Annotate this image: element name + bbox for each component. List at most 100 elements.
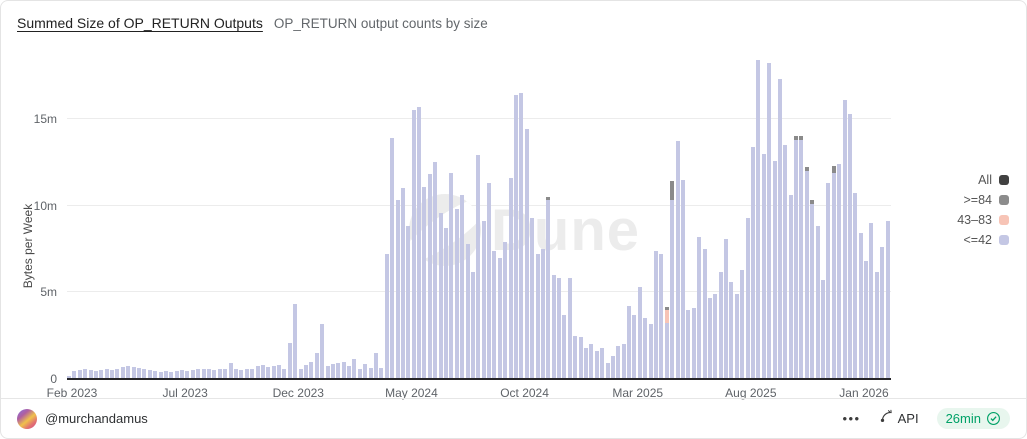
bar[interactable] bbox=[740, 269, 745, 379]
author-link[interactable]: @murchandamus bbox=[17, 408, 148, 429]
bar[interactable] bbox=[223, 368, 228, 379]
bar[interactable] bbox=[707, 297, 712, 379]
bar[interactable] bbox=[250, 368, 255, 379]
bar[interactable] bbox=[190, 370, 195, 379]
bar[interactable] bbox=[767, 63, 772, 379]
bar[interactable] bbox=[196, 369, 201, 379]
bar[interactable] bbox=[815, 226, 820, 379]
bar[interactable] bbox=[422, 186, 427, 379]
bar[interactable] bbox=[546, 196, 551, 379]
bar[interactable] bbox=[99, 370, 104, 379]
bar[interactable] bbox=[233, 369, 238, 379]
more-options-button[interactable]: ••• bbox=[842, 411, 861, 426]
bar[interactable] bbox=[406, 226, 411, 379]
bar[interactable] bbox=[497, 257, 502, 379]
bar[interactable] bbox=[557, 278, 562, 379]
bar[interactable] bbox=[357, 369, 362, 379]
bar[interactable] bbox=[336, 362, 341, 379]
legend-item--84[interactable]: >=84 bbox=[963, 190, 1009, 210]
bar[interactable] bbox=[492, 250, 497, 379]
legend-item--42[interactable]: <=42 bbox=[963, 230, 1009, 250]
bar[interactable] bbox=[395, 200, 400, 379]
bar[interactable] bbox=[72, 371, 77, 379]
bar[interactable] bbox=[363, 364, 368, 379]
bar[interactable] bbox=[783, 144, 788, 379]
bar[interactable] bbox=[427, 174, 432, 379]
bar[interactable] bbox=[212, 370, 217, 379]
bar[interactable] bbox=[858, 233, 863, 379]
bar[interactable] bbox=[600, 347, 605, 379]
bar[interactable] bbox=[761, 153, 766, 379]
bar[interactable] bbox=[217, 369, 222, 379]
bar[interactable] bbox=[142, 368, 147, 379]
legend-item-43-83[interactable]: 43–83 bbox=[957, 210, 1009, 230]
bar[interactable] bbox=[314, 353, 319, 379]
bar[interactable] bbox=[330, 364, 335, 379]
bar[interactable] bbox=[470, 271, 475, 379]
bar[interactable] bbox=[298, 368, 303, 379]
bar[interactable] bbox=[804, 167, 809, 379]
bar[interactable] bbox=[287, 342, 292, 379]
bar[interactable] bbox=[853, 193, 858, 379]
bar[interactable] bbox=[637, 287, 642, 379]
bar[interactable] bbox=[417, 106, 422, 379]
bar[interactable] bbox=[810, 200, 815, 379]
bar[interactable] bbox=[244, 369, 249, 379]
bar[interactable] bbox=[654, 250, 659, 379]
bar[interactable] bbox=[750, 146, 755, 379]
bar[interactable] bbox=[228, 363, 233, 379]
bar[interactable] bbox=[131, 366, 136, 379]
bar[interactable] bbox=[503, 242, 508, 379]
bar[interactable] bbox=[379, 367, 384, 379]
bar[interactable] bbox=[487, 183, 492, 379]
bar[interactable] bbox=[648, 323, 653, 379]
bar[interactable] bbox=[347, 366, 352, 379]
bar[interactable] bbox=[578, 337, 583, 379]
bar[interactable] bbox=[880, 247, 885, 379]
bar[interactable] bbox=[465, 243, 470, 379]
bar[interactable] bbox=[320, 323, 325, 379]
bar[interactable] bbox=[207, 369, 212, 379]
bar[interactable] bbox=[670, 181, 675, 379]
refresh-button[interactable]: 26min bbox=[936, 408, 1010, 429]
bar[interactable] bbox=[508, 177, 513, 379]
bar[interactable] bbox=[826, 183, 831, 379]
bar[interactable] bbox=[93, 371, 98, 379]
bar[interactable] bbox=[540, 248, 545, 379]
bar[interactable] bbox=[137, 367, 141, 379]
bar[interactable] bbox=[831, 165, 836, 379]
bar[interactable] bbox=[438, 212, 443, 379]
bar[interactable] bbox=[309, 361, 314, 379]
bar[interactable] bbox=[616, 346, 621, 379]
bar[interactable] bbox=[88, 370, 93, 379]
bar[interactable] bbox=[551, 274, 556, 379]
bar[interactable] bbox=[885, 221, 890, 379]
bar[interactable] bbox=[460, 195, 465, 379]
bar[interactable] bbox=[368, 367, 373, 379]
bar[interactable] bbox=[293, 304, 298, 379]
bar[interactable] bbox=[584, 347, 589, 379]
bar[interactable] bbox=[411, 110, 416, 379]
bar[interactable] bbox=[519, 92, 524, 379]
bar[interactable] bbox=[277, 365, 282, 379]
bar[interactable] bbox=[384, 254, 389, 379]
bar[interactable] bbox=[266, 366, 271, 379]
bar[interactable] bbox=[443, 228, 448, 379]
bar[interactable] bbox=[83, 369, 88, 379]
bar[interactable] bbox=[874, 271, 879, 379]
bar[interactable] bbox=[303, 365, 308, 379]
bar[interactable] bbox=[530, 217, 535, 379]
bar[interactable] bbox=[481, 221, 486, 379]
bar[interactable] bbox=[745, 217, 750, 379]
author-avatar[interactable] bbox=[17, 408, 37, 429]
bar[interactable] bbox=[643, 318, 648, 379]
bar[interactable] bbox=[686, 309, 691, 379]
bar[interactable] bbox=[632, 314, 637, 379]
bar[interactable] bbox=[869, 222, 874, 379]
bar[interactable] bbox=[610, 356, 615, 379]
bar[interactable] bbox=[627, 306, 632, 379]
bar[interactable] bbox=[729, 281, 734, 379]
bar[interactable] bbox=[847, 113, 852, 379]
bar[interactable] bbox=[535, 254, 540, 379]
bar[interactable] bbox=[697, 236, 702, 379]
